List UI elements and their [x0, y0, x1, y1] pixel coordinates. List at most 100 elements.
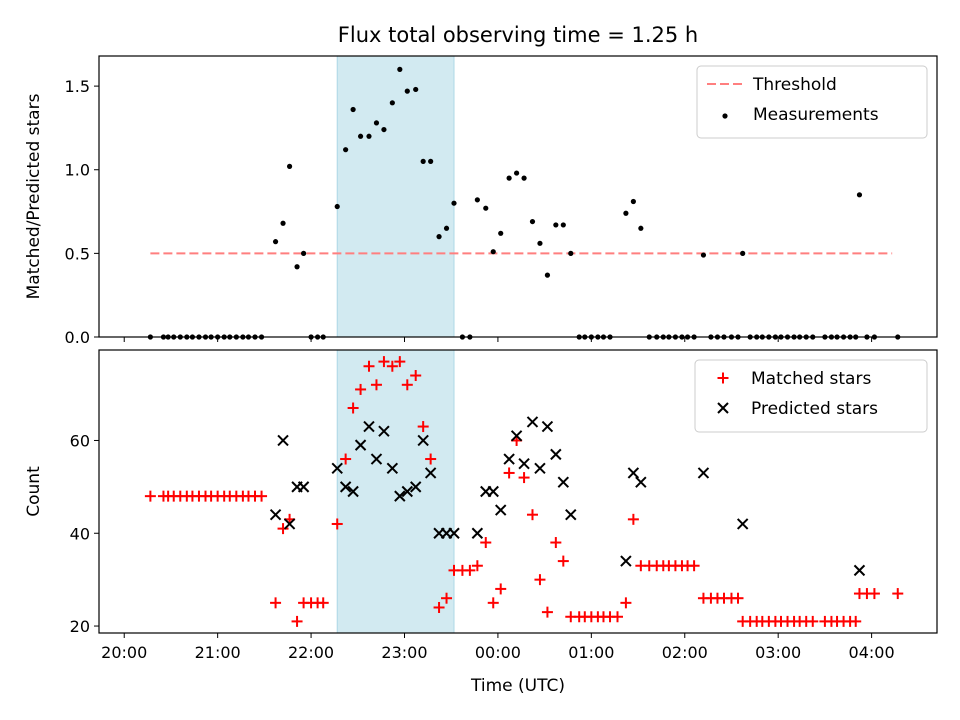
measurement-point	[856, 192, 863, 198]
predicted-stars-point	[565, 508, 577, 521]
x-tick-label: 02:00	[662, 643, 708, 662]
matched-stars-point	[464, 564, 476, 576]
y-tick-label: 60	[70, 431, 90, 450]
measurement-point	[568, 250, 574, 256]
matched-stars-point	[331, 518, 343, 530]
legend-label: Measurements	[753, 105, 879, 125]
matched-stars-point	[534, 574, 546, 586]
predicted-stars-point-b	[557, 476, 570, 488]
matched-stars-point	[518, 472, 530, 484]
predicted-stars-point	[370, 453, 383, 465]
predicted-stars-point-b	[277, 434, 289, 447]
predicted-stars-point	[620, 555, 632, 567]
x-tick-label: 01:00	[568, 643, 614, 662]
matched-stars-point	[480, 537, 492, 549]
measurement-point	[428, 158, 434, 164]
predicted-stars-point-b	[417, 434, 429, 447]
matched-stars-point	[503, 467, 515, 479]
measurement-point	[544, 272, 551, 278]
measurement-point	[436, 234, 442, 240]
predicted-stars-point	[635, 476, 647, 488]
matched-stars-point	[526, 509, 538, 521]
matched-stars-point	[541, 606, 553, 618]
predicted-stars-point-b	[283, 518, 296, 530]
predicted-stars-point	[339, 481, 352, 493]
x-axis-label: Time (UTC)	[470, 676, 565, 696]
predicted-stars-point	[534, 462, 546, 475]
matched-stars-point	[868, 588, 880, 600]
matched-stars-point	[807, 615, 819, 627]
predicted-stars-point	[401, 485, 414, 498]
predicted-stars-point	[448, 527, 460, 539]
predicted-stars-point	[557, 476, 570, 488]
x-tick-label: 21:00	[195, 643, 241, 662]
predicted-stars-point-b	[697, 467, 710, 479]
predicted-stars-point-b	[635, 476, 647, 488]
legend-label: Predicted stars	[751, 399, 878, 419]
matched-stars-point	[417, 421, 429, 433]
predicted-stars-point-b	[424, 467, 437, 479]
matched-stars-point	[495, 583, 507, 595]
predicted-stars-point	[627, 467, 640, 479]
measurement-point	[300, 250, 307, 256]
predicted-stars-point-b	[331, 462, 343, 475]
predicted-stars-point-b	[386, 462, 399, 475]
matched-stars-point	[256, 490, 268, 502]
measurement-point	[389, 100, 395, 106]
predicted-stars-point	[363, 420, 375, 433]
matched-stars-point	[550, 537, 562, 549]
predicted-stars-point	[409, 481, 422, 493]
top-panel: 0.0 0.5 1.0 1.5 Matched/Predicted stars Thres…	[24, 55, 938, 347]
x-tick-label: 22:00	[288, 643, 334, 662]
predicted-stars-point-b	[487, 485, 499, 498]
predicted-stars-point-b	[269, 508, 282, 521]
measurement-point	[373, 120, 380, 126]
predicted-stars-point-b	[347, 485, 359, 498]
predicted-stars-point	[283, 518, 296, 530]
predicted-stars-point-b	[565, 508, 577, 521]
matched-stars-point	[401, 379, 413, 391]
measurement-point	[404, 88, 410, 94]
measurement-point	[272, 239, 279, 245]
predicted-stars-point	[471, 527, 484, 539]
y-tick-label: 1.5	[65, 77, 90, 96]
predicted-stars-point	[495, 504, 507, 516]
bottom-panel: 20 40 60 20:00 21:00 22:00 23:00 00:00 01:00 02:0…	[24, 349, 938, 696]
y-tick-label: 1.0	[65, 161, 90, 180]
predicted-stars-point-b	[510, 430, 523, 442]
measurement-point	[381, 126, 387, 133]
predicted-stars-point	[697, 467, 710, 479]
bottom-legend: Matched stars Predicted stars	[694, 359, 928, 433]
measurement-point	[286, 163, 293, 169]
matched-stars-point	[410, 370, 422, 382]
measurement-point	[343, 147, 349, 153]
measurement-point	[443, 225, 450, 231]
predicted-stars-point	[487, 485, 499, 498]
legend-box	[696, 65, 928, 139]
predicted-stars-point-b	[534, 462, 546, 475]
matched-stars-point	[394, 356, 406, 368]
matched-stars-point	[433, 601, 445, 613]
predicted-stars-point	[736, 518, 749, 530]
measurement-point	[357, 133, 364, 139]
matched-stars-point	[620, 597, 632, 609]
x-tick-label: 23:00	[381, 643, 427, 662]
measurement-point	[623, 210, 629, 216]
x-tick-label: 03:00	[755, 643, 801, 662]
predicted-stars-point-b	[378, 425, 390, 437]
matched-stars-point	[892, 588, 904, 600]
predicted-stars-point-b	[370, 453, 383, 465]
x-tick-label: 00:00	[475, 643, 521, 662]
predicted-stars-point	[503, 453, 515, 465]
matched-stars-point	[557, 555, 569, 567]
predicted-stars-point-b	[518, 457, 530, 470]
predicted-stars-point	[347, 485, 359, 498]
y-axis-label: Matched/Predicted stars	[24, 93, 44, 299]
measurement-point	[334, 203, 340, 210]
measurement-point	[513, 170, 520, 176]
matched-stars-point	[277, 523, 289, 535]
matched-stars-point	[471, 560, 483, 572]
measurement-point	[740, 250, 746, 256]
predicted-stars-point	[518, 457, 530, 470]
